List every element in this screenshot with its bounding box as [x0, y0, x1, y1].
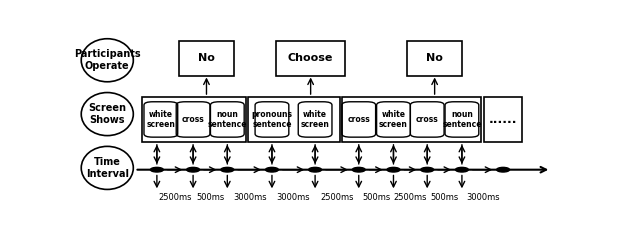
Circle shape — [352, 167, 365, 172]
Circle shape — [420, 167, 434, 172]
Text: Screen
Shows: Screen Shows — [88, 103, 126, 125]
Text: 500ms: 500ms — [431, 193, 459, 202]
Text: 500ms: 500ms — [362, 193, 390, 202]
Text: No: No — [426, 53, 443, 63]
Circle shape — [266, 167, 278, 172]
Text: 3000ms: 3000ms — [276, 193, 310, 202]
Circle shape — [497, 167, 509, 172]
Text: white
screen: white screen — [379, 110, 408, 129]
Text: pronouns
sentence: pronouns sentence — [252, 110, 292, 129]
Text: 3000ms: 3000ms — [233, 193, 266, 202]
Text: cross: cross — [348, 115, 370, 124]
Text: No: No — [198, 53, 215, 63]
Text: white
screen: white screen — [147, 110, 175, 129]
Text: Time
Interval: Time Interval — [86, 157, 129, 179]
Text: 2500ms: 2500ms — [394, 193, 427, 202]
Text: 2500ms: 2500ms — [159, 193, 192, 202]
Text: noun
sentence: noun sentence — [207, 110, 247, 129]
Text: Participants
Operate: Participants Operate — [74, 49, 141, 71]
Text: cross: cross — [182, 115, 204, 124]
Text: ......: ...... — [489, 113, 517, 126]
Text: Choose: Choose — [288, 53, 333, 63]
Text: noun
sentence: noun sentence — [442, 110, 482, 129]
Circle shape — [456, 167, 468, 172]
Circle shape — [150, 167, 163, 172]
Circle shape — [187, 167, 200, 172]
Circle shape — [387, 167, 400, 172]
Text: 500ms: 500ms — [196, 193, 225, 202]
Text: white
screen: white screen — [301, 110, 330, 129]
Text: 2500ms: 2500ms — [320, 193, 354, 202]
Text: 3000ms: 3000ms — [466, 193, 500, 202]
Circle shape — [221, 167, 234, 172]
Circle shape — [308, 167, 321, 172]
Text: cross: cross — [416, 115, 438, 124]
